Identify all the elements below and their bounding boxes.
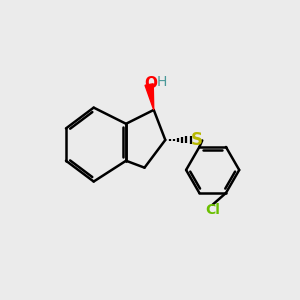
Text: Cl: Cl <box>205 203 220 218</box>
Text: H: H <box>157 75 167 89</box>
Polygon shape <box>145 84 154 110</box>
Text: S: S <box>190 131 202 149</box>
Text: O: O <box>145 76 158 91</box>
